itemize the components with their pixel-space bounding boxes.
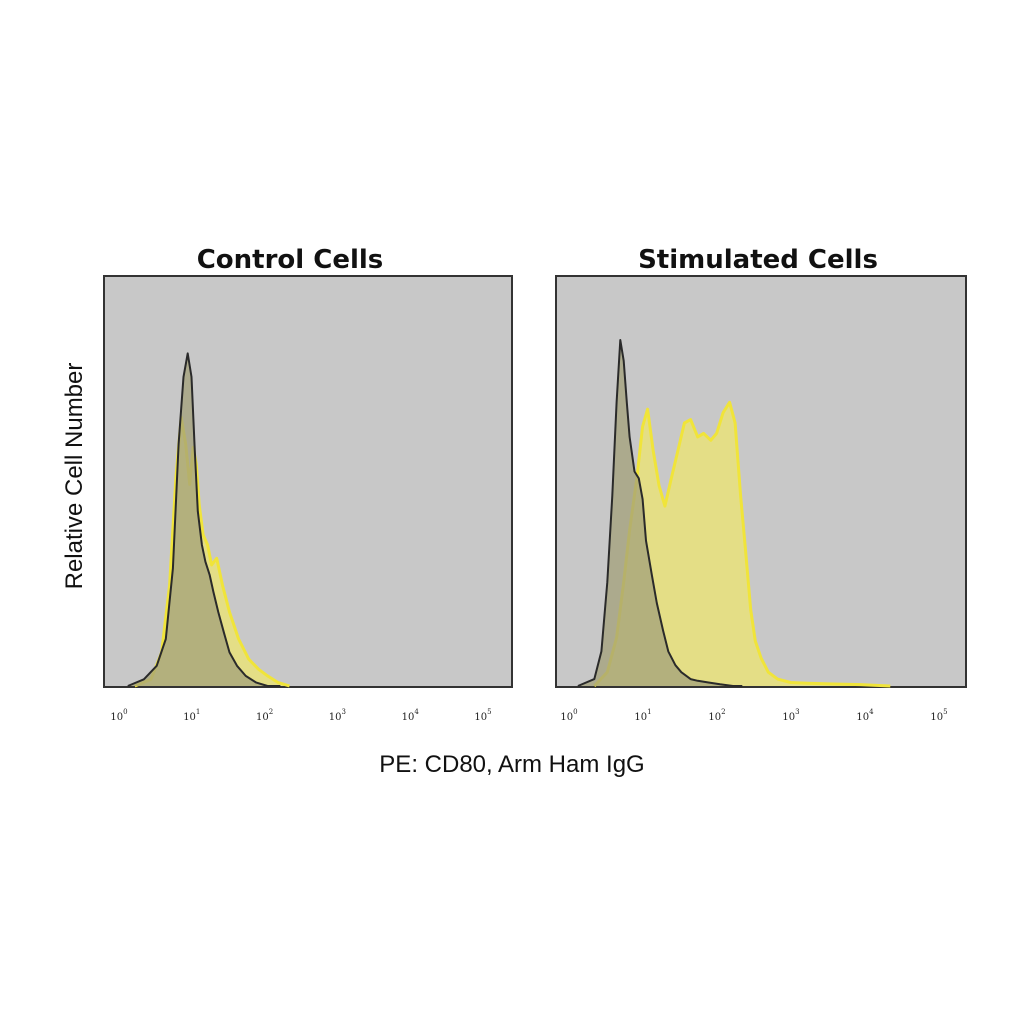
- x-ticks-control: 100 101 102 103 104 105: [110, 708, 491, 723]
- series-area-1-0: [594, 402, 891, 686]
- x-tick-label: 103: [329, 708, 346, 723]
- x-tick-label: 102: [708, 708, 725, 723]
- x-tick-label: 101: [183, 708, 200, 723]
- x-tick-label: 103: [782, 708, 799, 723]
- series-area-1-1: [577, 340, 743, 686]
- panel-title-stimulated: Stimulated Cells: [638, 245, 878, 275]
- x-axis-label: PE: CD80, Arm Ham IgG: [379, 751, 644, 778]
- y-axis-label: Relative Cell Number: [61, 363, 88, 590]
- x-tick-label: 101: [634, 708, 651, 723]
- panel-stimulated: Stimulated Cells 100 101 102 103 104 105: [555, 245, 967, 723]
- x-tick-label: 105: [474, 708, 491, 723]
- series-line-1-1: [577, 339, 743, 687]
- x-ticks-stimulated: 100 101 102 103 104 105: [560, 708, 947, 723]
- x-tick-label: 104: [402, 708, 420, 723]
- series-line-0-1: [127, 352, 281, 687]
- plot-marks-control: [127, 352, 290, 688]
- plot-marks-stimulated: [577, 339, 891, 688]
- series-area-0-1: [127, 353, 281, 686]
- panel-control: Control Cells 100 101 102 103 104 105: [103, 245, 513, 723]
- x-tick-label: 100: [560, 708, 577, 723]
- x-tick-label: 104: [856, 708, 874, 723]
- panel-title-control: Control Cells: [197, 245, 384, 275]
- x-tick-label: 105: [930, 708, 947, 723]
- series-line-0-0: [134, 415, 290, 688]
- series-line-1-0: [593, 400, 891, 688]
- x-tick-label: 102: [256, 708, 273, 723]
- x-tick-label: 100: [110, 708, 127, 723]
